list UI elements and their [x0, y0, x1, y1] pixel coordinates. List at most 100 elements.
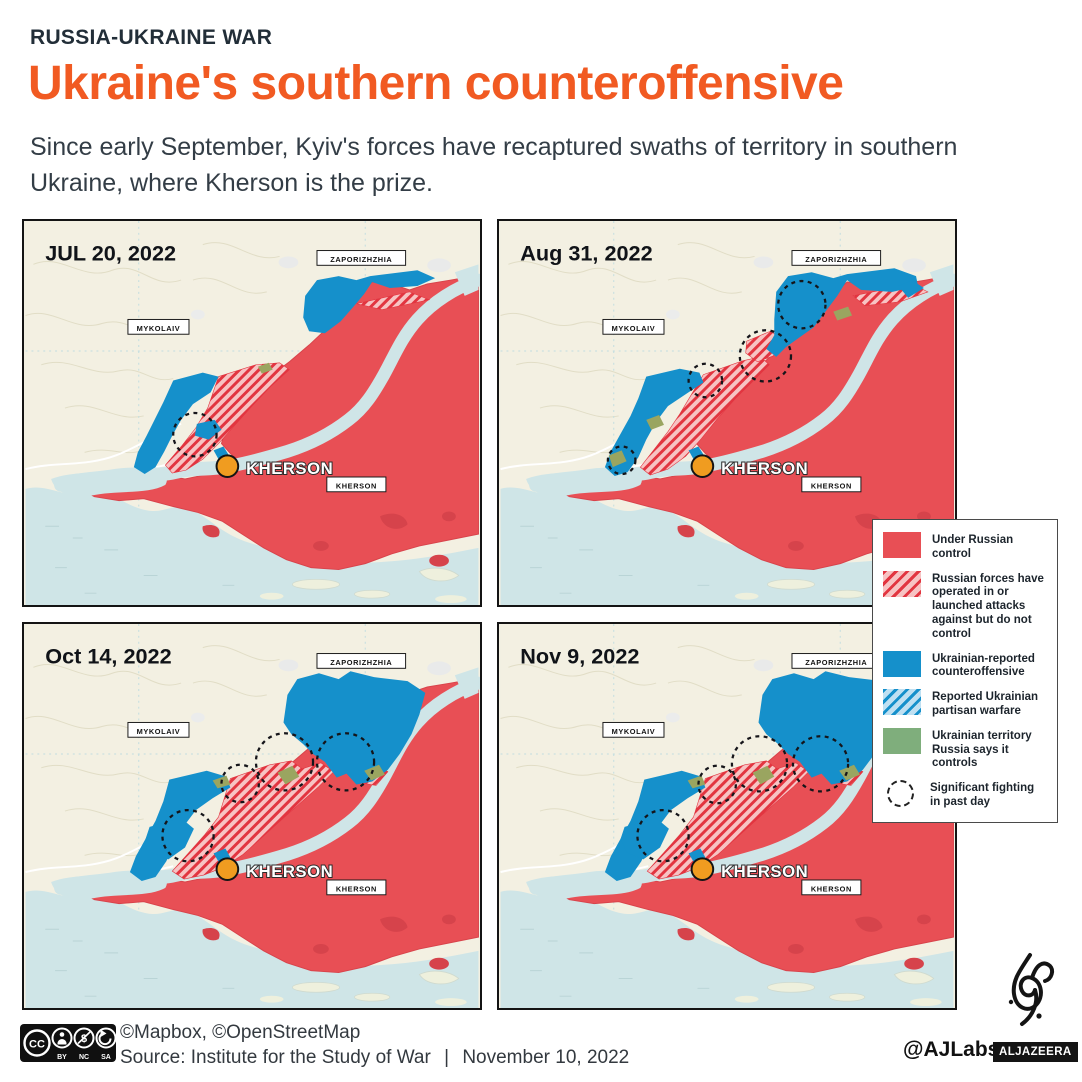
kherson-city-dot	[690, 857, 715, 881]
kherson-city-label: KHERSON	[721, 862, 808, 881]
counteroffensive-area	[766, 268, 919, 357]
russia-claimed-area	[752, 765, 775, 785]
russia-claimed-area	[687, 775, 706, 789]
legend-item-ukrainian-partisan: Reported Ukrainian partisan warfare	[883, 689, 1047, 719]
attack-area	[171, 760, 335, 880]
page-title: Ukraine's southern counteroffensive	[28, 57, 844, 110]
partisan-swatch	[883, 689, 921, 716]
svg-text:MYKOLAIV: MYKOLAIV	[612, 727, 656, 736]
significant-fighting-circle	[172, 411, 218, 458]
region-label-kherson: KHERSON	[801, 476, 862, 493]
attack-area	[356, 291, 431, 310]
source-divider: |	[444, 1047, 450, 1069]
region-label-zaporizhzhia: ZAPORIZHZHIA	[316, 653, 407, 669]
svg-text:ZAPORIZHZHIA: ZAPORIZHZHIA	[805, 658, 867, 667]
source-line: Source: Institute for the Study of War |…	[120, 1045, 629, 1070]
counteroffensive-area	[145, 817, 194, 860]
attack-area	[164, 362, 290, 474]
fighting-circle-swatch	[887, 780, 914, 808]
counteroffensive-area	[303, 270, 436, 334]
svg-text:ZAPORIZHZHIA: ZAPORIZHZHIA	[330, 658, 392, 667]
attribution-block: ©Mapbox, ©OpenStreetMap Source: Institut…	[120, 1020, 629, 1070]
sea-area	[500, 487, 954, 605]
significant-fighting-circle	[738, 329, 793, 383]
region-label-mykolaiv: MYKOLAIV	[602, 721, 665, 738]
legend-label: Ukrainian-reported counteroffensive	[932, 652, 1035, 679]
significant-fighting-circle	[220, 763, 261, 804]
svg-text:ZAPORIZHZHIA: ZAPORIZHZHIA	[805, 255, 867, 264]
kherson-city-label: KHERSON	[246, 459, 333, 478]
sea-area	[25, 487, 479, 605]
legend-item-significant-fighting: Significant fighting in past day	[883, 780, 1047, 810]
map-panel-oct-14-2022: ZAPORIZHZHIA MYKOLAIV KHERSON KHERSON Oct 14…	[22, 622, 482, 1010]
kherson-city-dot	[215, 454, 240, 478]
region-label-kherson: KHERSON	[326, 476, 387, 493]
sea-area	[25, 890, 479, 1008]
legend-label: Ukrainian territory Russia says it contr…	[932, 729, 1032, 770]
date-label: Aug 31, 2022	[520, 240, 652, 265]
cc-badge-icon: CC $ BY NC SA	[20, 1024, 117, 1062]
significant-fighting-circle	[254, 732, 315, 792]
map-attribution: ©Mapbox, ©OpenStreetMap	[120, 1022, 361, 1043]
region-label-mykolaiv: MYKOLAIV	[127, 721, 190, 738]
sea-area	[500, 890, 954, 1008]
significant-fighting-circle	[687, 362, 724, 399]
date-label: JUL 20, 2022	[45, 240, 176, 265]
dnipro-river	[227, 273, 480, 472]
attack-area	[639, 356, 770, 476]
significant-fighting-circle	[636, 808, 690, 863]
dnipro-river	[702, 273, 955, 472]
russia-claimed-area	[277, 765, 300, 785]
svg-text:SA: SA	[101, 1054, 111, 1061]
significant-fighting-circle	[161, 808, 215, 863]
subtitle: Since early September, Kyiv's forces hav…	[30, 133, 958, 197]
svg-text:ZAPORIZHZHIA: ZAPORIZHZHIA	[330, 255, 392, 264]
svg-text:MYKOLAIV: MYKOLAIV	[612, 324, 656, 333]
map-panel-aug-31-2022: ZAPORIZHZHIA MYKOLAIV KHERSON KHERSON Aug 31…	[497, 219, 957, 607]
region-label-zaporizhzhia: ZAPORIZHZHIA	[791, 653, 882, 669]
svg-text:$: $	[81, 1033, 87, 1045]
russia-claimed-area	[646, 414, 664, 430]
svg-text:MYKOLAIV: MYKOLAIV	[137, 324, 181, 333]
ajlabs-handle: @AJLabs	[903, 1038, 1000, 1061]
legend-label: Under Russian control	[932, 534, 1014, 560]
kherson-city-label: KHERSON	[721, 459, 808, 478]
significant-fighting-circle	[697, 764, 737, 805]
counteroffensive-area	[133, 372, 219, 475]
date-label: Oct 14, 2022	[45, 643, 171, 668]
al-jazeera-logo-icon	[997, 950, 1059, 1043]
significant-fighting-circle	[315, 732, 376, 792]
svg-text:BY: BY	[57, 1054, 67, 1061]
region-label-zaporizhzhia: ZAPORIZHZHIA	[791, 250, 882, 266]
region-label-mykolaiv: MYKOLAIV	[127, 318, 190, 335]
legend-item-ukrainian-counteroffensive: Ukrainian-reported counteroffensive	[883, 650, 1047, 681]
source-text: Source: Institute for the Study of War	[120, 1047, 431, 1069]
svg-text:NC: NC	[79, 1054, 89, 1061]
svg-text:KHERSON: KHERSON	[336, 884, 377, 893]
russia-claimed-area	[257, 362, 273, 374]
counteroffensive-swatch	[883, 650, 921, 677]
svg-text:KHERSON: KHERSON	[811, 884, 852, 893]
legend-item-russian-attacks: Russian forces have operated in or launc…	[883, 570, 1047, 642]
kicker: RUSSIA-UKRAINE WAR	[30, 26, 273, 49]
russia-claimed-area	[364, 764, 385, 781]
cc-license-badge: CC $ BY NC SA	[20, 1024, 117, 1067]
region-label-mykolaiv: MYKOLAIV	[602, 318, 665, 335]
russian-attacks-swatch	[883, 570, 921, 597]
kherson-city-label: KHERSON	[246, 862, 333, 881]
svg-text:MYKOLAIV: MYKOLAIV	[137, 727, 181, 736]
region-label-kherson: KHERSON	[326, 879, 387, 896]
significant-fighting-circle	[606, 445, 637, 476]
ukrainian-territory-swatch	[883, 727, 921, 754]
counteroffensive-area	[194, 419, 222, 440]
legend-label: Reported Ukrainian partisan warfare	[932, 691, 1039, 717]
legend-label: Russian forces have operated in or launc…	[932, 572, 1044, 640]
kherson-city-dot	[215, 857, 240, 881]
date-label: Nov 9, 2022	[520, 643, 639, 668]
counteroffensive-area	[283, 671, 426, 785]
map-panel-jul-20-2022: ZAPORIZHZHIA MYKOLAIV KHERSON KHERSON JUL 20…	[22, 219, 482, 607]
region-label-kherson: KHERSON	[801, 879, 862, 896]
